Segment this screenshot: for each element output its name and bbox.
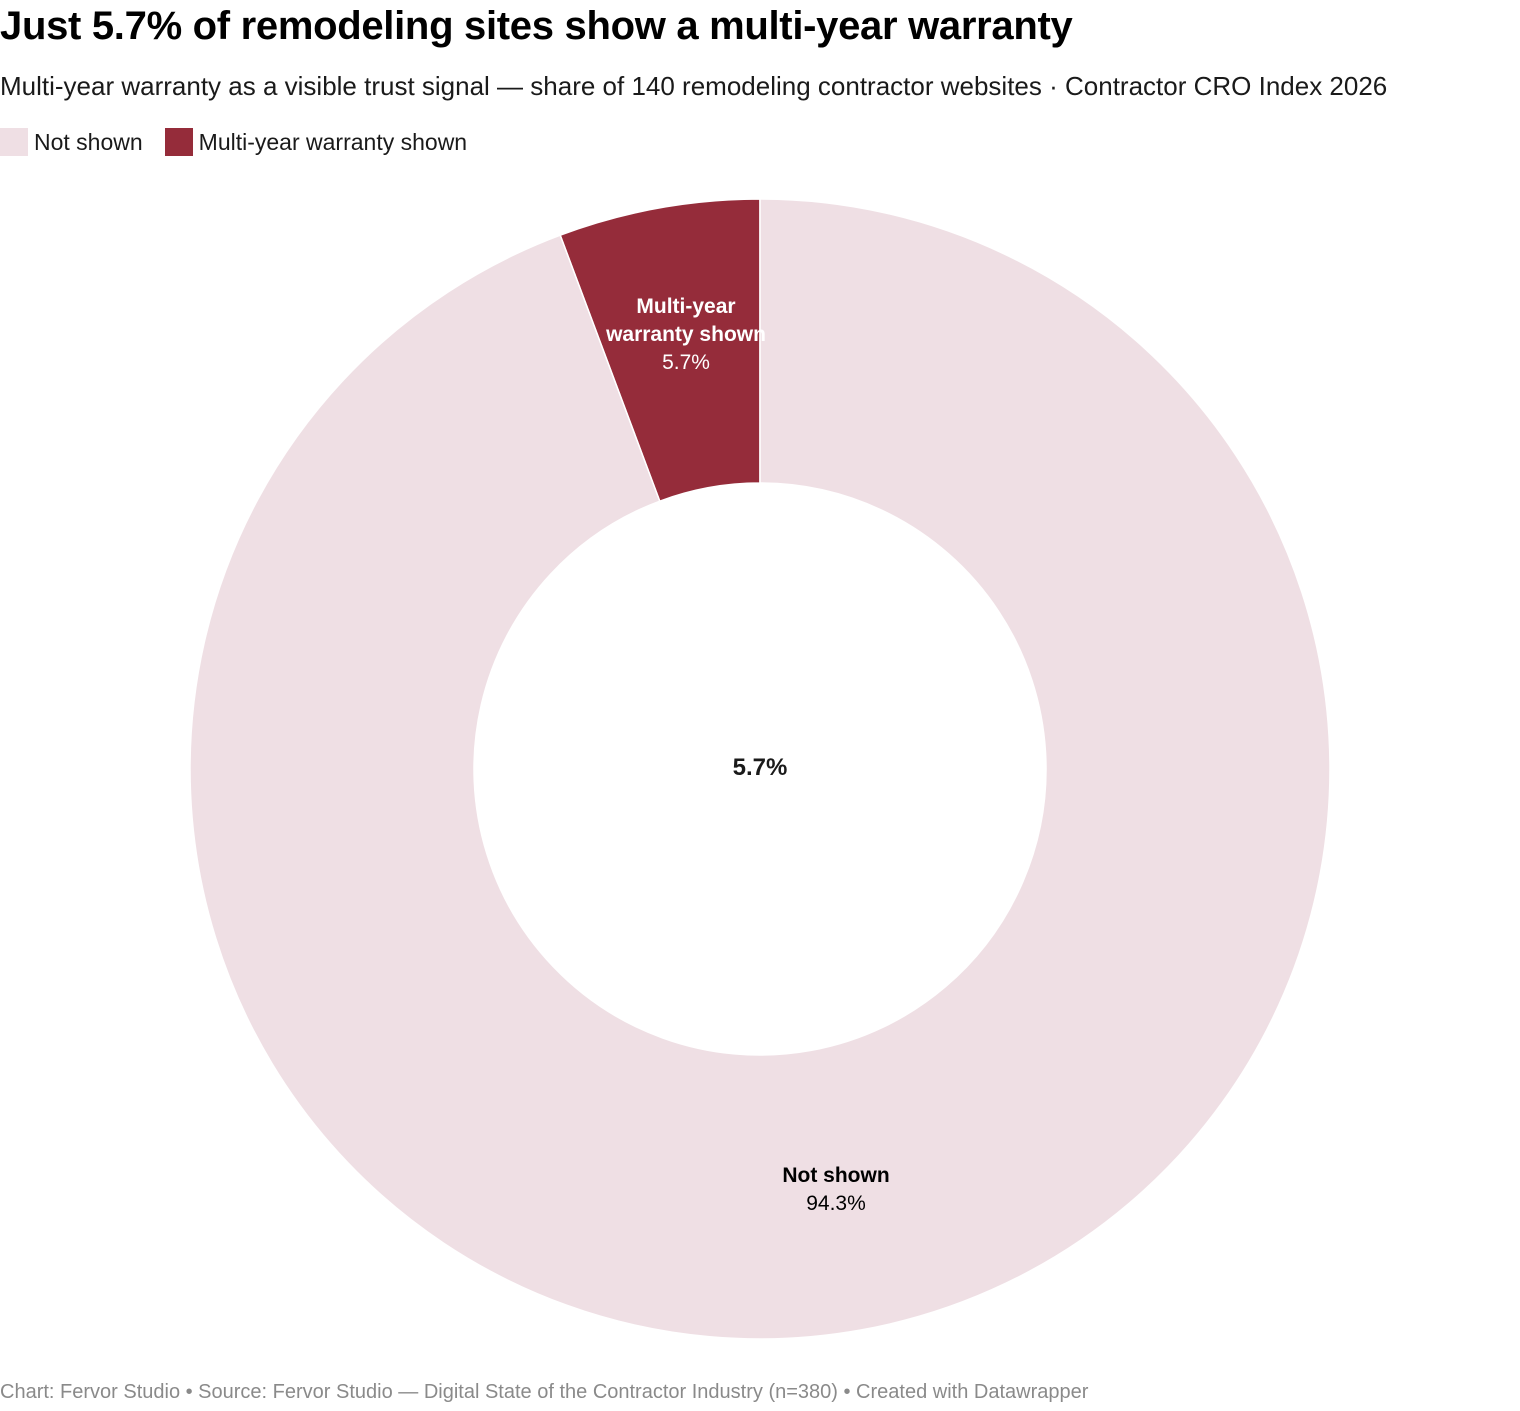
legend-label-warranty-shown: Multi-year warranty shown (198, 128, 468, 155)
chart-subtitle: Multi-year warranty as a visible trust s… (0, 71, 1388, 101)
legend-item-not-shown: Not shown (0, 128, 143, 156)
legend-swatch-warranty-shown (164, 128, 193, 156)
slice-label-warranty-name: Multi-year warranty shown (606, 295, 766, 346)
donut-center-value: 5.7% (732, 754, 788, 781)
chart-title: Just 5.7% of remodeling sites show a mul… (0, 4, 1073, 48)
slice-label-not-shown-value: 94.3% (806, 1192, 866, 1215)
slice-label-warranty-value: 5.7% (662, 351, 710, 374)
legend-item-warranty-shown: Multi-year warranty shown (164, 128, 468, 156)
legend-label-not-shown: Not shown (34, 128, 143, 155)
slice-label-warranty-shown: Multi-year warranty shown 5.7% (606, 293, 766, 377)
slice-label-not-shown-name: Not shown (782, 1164, 890, 1187)
legend-swatch-not-shown (0, 128, 28, 156)
legend: Not shown Multi-year warranty shown (0, 127, 489, 157)
donut-slice-not-shown (189, 198, 1331, 1340)
chart-footer: Chart: Fervor Studio • Source: Fervor St… (0, 1381, 1089, 1403)
slice-label-not-shown: Not shown 94.3% (736, 1162, 936, 1218)
